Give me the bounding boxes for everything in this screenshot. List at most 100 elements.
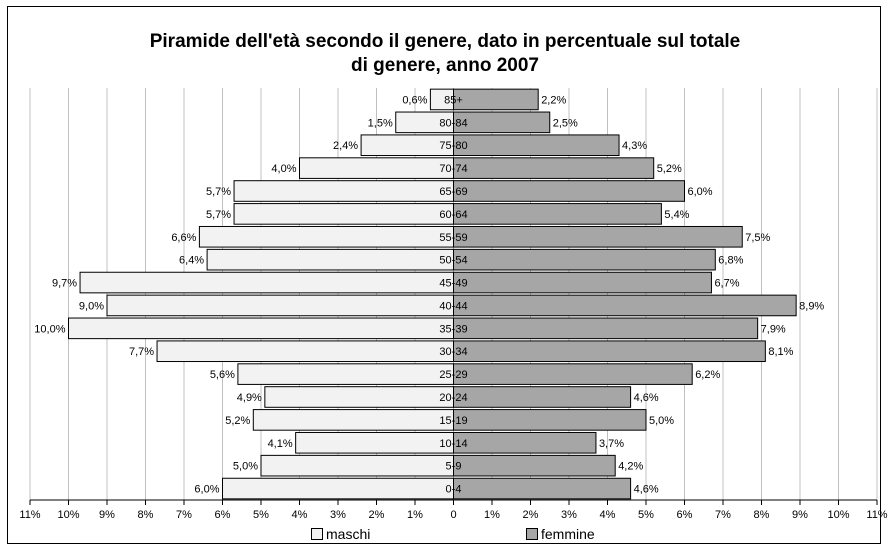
bar-femmine (453, 340, 766, 363)
data-label-femmine: 5,0% (649, 415, 674, 427)
bar-femmine (453, 363, 693, 385)
x-tick-label: 7% (715, 509, 731, 521)
category-label: 75-80 (439, 140, 467, 152)
x-tick-label: 3% (330, 509, 346, 521)
data-label-femmine: 2,2% (541, 94, 566, 106)
data-label-maschi: 5,0% (233, 461, 258, 473)
category-labels: 85+ 80-84 75-80 70-74 65-69 60-64 55-59 50-54 45… (439, 94, 467, 495)
data-label-maschi: 10,0% (34, 323, 65, 335)
bar-maschi (198, 225, 454, 248)
data-label-maschi: 9,7% (52, 278, 77, 290)
x-tick-label: 6% (677, 509, 693, 521)
category-label: 25-29 (439, 369, 467, 381)
category-label: 5-9 (446, 461, 462, 473)
bar-femmine (453, 317, 759, 340)
data-label-femmine: 8,1% (768, 346, 793, 358)
bar-femmine (453, 157, 655, 179)
data-label-femmine: 3,7% (599, 438, 624, 450)
category-label: 45-49 (439, 278, 467, 290)
data-label-maschi: 5,7% (206, 186, 231, 198)
data-label-femmine: 6,0% (688, 186, 713, 198)
x-tick-label: 9% (99, 509, 115, 521)
data-label-femmine: 5,2% (657, 163, 682, 175)
data-label-maschi: 4,9% (237, 392, 262, 404)
data-label-femmine: 7,5% (745, 232, 770, 244)
category-label: 60-64 (439, 209, 467, 221)
chart-title-line-1: Piramide dell'età secondo il genere, dat… (149, 31, 741, 52)
bar-femmine (453, 477, 632, 500)
x-tick-label: 9% (792, 509, 808, 521)
data-label-maschi: 5,6% (210, 369, 235, 381)
category-label: 80-84 (439, 117, 467, 129)
legend-swatch-femmine (526, 528, 538, 540)
x-tick-label: 11% (866, 509, 887, 521)
bar-maschi (295, 431, 454, 454)
bar-femmine (453, 431, 597, 454)
x-tick-label: 8% (754, 509, 770, 521)
bar-femmine (453, 294, 797, 317)
data-label-femmine: 8,9% (799, 300, 824, 312)
category-label: 30-34 (439, 346, 467, 358)
data-label-maschi: 2,4% (333, 140, 358, 152)
x-axis-ticks: 11% 10% 9% 8% 7% 6% 5% 4% 3% 2% 1% 0 1% 2% 3% 4% 5% 6% 7% 8… (19, 499, 888, 521)
legend-item-femmine: femmine (526, 526, 595, 542)
category-label: 35-39 (439, 323, 467, 335)
bar-maschi (206, 248, 454, 271)
data-label-femmine: 6,2% (695, 369, 720, 381)
bar-femmine (453, 454, 616, 477)
data-label-femmine: 4,6% (634, 392, 659, 404)
category-label: 40-44 (439, 300, 467, 312)
category-label: 50-54 (439, 255, 467, 267)
data-label-maschi: 7,7% (129, 346, 154, 358)
x-tick-label: 2% (369, 509, 385, 521)
bar-maschi (237, 363, 454, 385)
bar-maschi (156, 340, 455, 363)
grid-lines (29, 88, 878, 500)
data-label-femmine: 6,8% (718, 255, 743, 267)
data-label-maschi: 5,7% (206, 209, 231, 221)
data-label-femmine: 4,6% (634, 484, 659, 496)
data-label-maschi: 4,1% (268, 438, 293, 450)
data-label-femmine: 4,3% (622, 140, 647, 152)
bar-maschi (222, 477, 454, 500)
data-label-maschi: 9,0% (79, 300, 104, 312)
data-label-maschi: 5,2% (225, 415, 250, 427)
bar-femmine (453, 111, 551, 134)
data-label-femmine: 4,2% (618, 461, 643, 473)
data-label-femmine: 2,5% (553, 117, 578, 129)
bar-femmine (453, 134, 620, 157)
bar-femmine (453, 248, 716, 271)
x-tick-label: 5% (253, 509, 269, 521)
data-label-maschi: 6,0% (194, 484, 219, 496)
data-label-maschi: 0,6% (402, 94, 427, 106)
category-label: 0-4 (446, 484, 462, 496)
x-tick-label: 3% (561, 509, 577, 521)
x-tick-label: 1% (407, 509, 423, 521)
bar-femmine (453, 386, 632, 408)
category-label: 65-69 (439, 186, 467, 198)
bar-maschi (260, 454, 454, 477)
x-tick-label: 8% (138, 509, 154, 521)
category-label: 10-14 (439, 438, 467, 450)
legend-label-femmine: femmine (541, 526, 595, 542)
legend-swatch-maschi (311, 528, 323, 540)
data-label-maschi: 6,4% (179, 255, 204, 267)
x-tick-label: 5% (638, 509, 654, 521)
data-label-maschi: 1,5% (368, 117, 393, 129)
bar-maschi (233, 180, 454, 202)
x-tick-label: 4% (292, 509, 308, 521)
bar-femmine (453, 203, 662, 225)
x-tick-label: 0 (450, 509, 456, 521)
chart-title: Piramide dell'età secondo il genere, dat… (0, 30, 890, 78)
x-tick-label: 4% (600, 509, 616, 521)
legend-item-maschi: maschi (311, 526, 370, 542)
x-tick-label: 10% (827, 509, 849, 521)
data-label-maschi: 6,6% (171, 232, 196, 244)
x-tick-label: 10% (57, 509, 79, 521)
category-label: 55-59 (439, 232, 467, 244)
bar-femmine (453, 225, 743, 248)
bar-maschi (252, 409, 454, 431)
category-label: 20-24 (439, 392, 467, 404)
bar-maschi (233, 203, 454, 225)
